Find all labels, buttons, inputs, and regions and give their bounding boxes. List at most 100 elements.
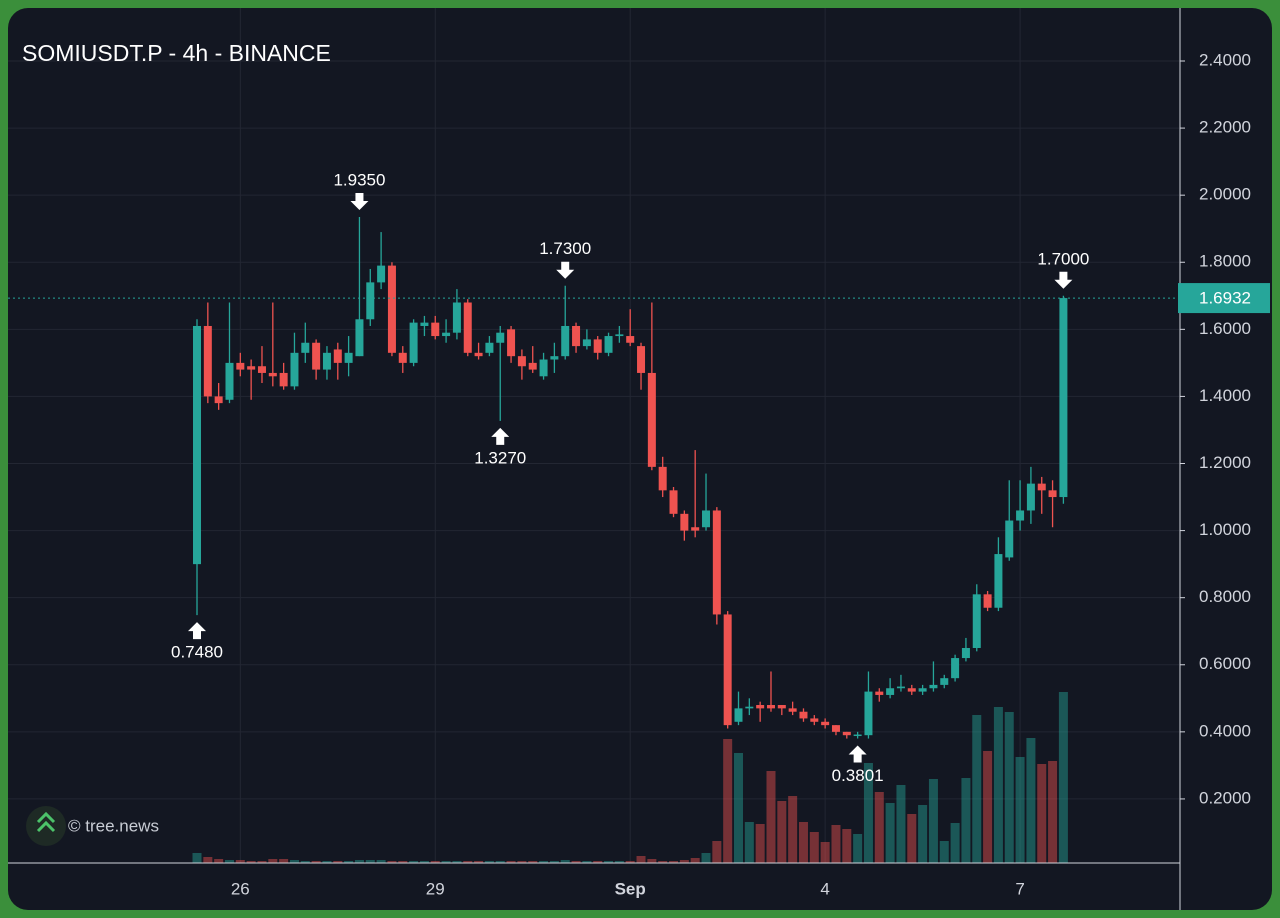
candle-body <box>236 362 245 370</box>
candle-body <box>247 366 256 370</box>
volume-bar <box>1015 757 1025 863</box>
last-price-label: 1.6932 <box>1199 289 1251 308</box>
volume-bar <box>539 861 549 863</box>
candle-body <box>712 510 721 615</box>
candle-body <box>821 721 830 726</box>
volume-bar <box>474 861 484 863</box>
volume-bar <box>604 861 614 863</box>
candle-body <box>972 594 981 648</box>
volume-bar <box>755 824 765 863</box>
volume-bar <box>549 861 559 863</box>
candle-body <box>1005 520 1014 558</box>
watermark: © tree.news <box>68 816 159 835</box>
annotation-arrow <box>188 622 206 640</box>
volume-bar <box>669 861 679 863</box>
volume-bar <box>1004 712 1014 863</box>
candle-body <box>831 725 840 732</box>
chart-title: SOMIUSDT.P - 4h - BINANCE <box>22 40 331 66</box>
candle-body <box>290 352 299 387</box>
volume-bar <box>268 859 278 863</box>
candle-body <box>766 705 775 709</box>
volume <box>192 692 1068 863</box>
volume-bar <box>257 861 267 863</box>
candle-body <box>1016 510 1025 521</box>
candle-body <box>647 372 656 467</box>
volume-bar <box>214 859 224 863</box>
volume-bar <box>712 841 722 863</box>
candle-body <box>257 366 266 373</box>
volume-bar <box>484 861 494 863</box>
last-price-box <box>1178 283 1270 314</box>
volume-bar <box>1058 692 1068 863</box>
candle-body <box>225 362 234 400</box>
candle-body <box>788 708 797 712</box>
volume-bar <box>409 861 419 863</box>
volume-bar <box>983 751 993 863</box>
volume-bar <box>820 842 830 863</box>
candle-body <box>279 372 288 387</box>
y-tick-label: 2.4000 <box>1199 50 1251 69</box>
candle-body <box>572 325 581 347</box>
candle-body <box>539 359 548 377</box>
volume-bar <box>777 801 787 863</box>
annotation-label: 1.7300 <box>539 239 591 258</box>
logo-mark <box>36 811 56 833</box>
candle-body <box>691 527 700 531</box>
candle-body <box>734 708 743 722</box>
y-tick-label: 1.0000 <box>1199 520 1251 539</box>
x-tick-label: Sep <box>615 879 646 898</box>
annotation-label: 0.3801 <box>832 766 884 785</box>
candle-body <box>420 322 429 326</box>
candle-body <box>333 349 342 363</box>
y-tick-label: 1.2000 <box>1199 453 1251 472</box>
volume-bar <box>853 834 863 863</box>
candle-body <box>669 490 678 514</box>
candle-body <box>507 329 516 357</box>
candle-body <box>322 352 331 370</box>
candle-body <box>452 302 461 333</box>
volume-bar <box>235 860 245 863</box>
volume-bar <box>430 861 440 863</box>
candle-body <box>626 336 635 343</box>
volume-bar <box>734 753 743 863</box>
volume-bar <box>831 825 841 863</box>
x-tick-label: 7 <box>1015 879 1024 898</box>
volume-bar <box>441 861 451 863</box>
candle-body <box>756 705 765 709</box>
volume-bar <box>907 814 917 863</box>
volume-bar <box>625 861 635 863</box>
volume-bar <box>798 822 808 863</box>
volume-bar <box>246 861 256 863</box>
volume-bar <box>939 841 949 863</box>
candle-body <box>442 332 451 337</box>
candle-body <box>615 334 624 337</box>
volume-bar <box>344 861 354 863</box>
x-tick-label: 29 <box>426 879 445 898</box>
candle-body <box>842 731 851 736</box>
candle-body <box>1026 483 1035 511</box>
annotation-arrow <box>848 745 867 763</box>
candle-body <box>561 325 570 357</box>
candle-body <box>723 614 732 726</box>
y-tick-label: 0.2000 <box>1199 788 1251 807</box>
volume-bar <box>203 857 213 863</box>
candle-body <box>496 332 505 343</box>
candle-body <box>929 684 938 689</box>
candle-body <box>658 466 667 491</box>
volume-bar <box>701 853 711 863</box>
y-tick-label: 2.0000 <box>1199 185 1251 204</box>
candle-body <box>680 513 689 531</box>
candle-body <box>940 678 949 685</box>
volume-bar <box>419 861 429 863</box>
y-tick-label: 0.6000 <box>1199 654 1251 673</box>
volume-bar <box>224 860 234 863</box>
candle-body <box>301 342 310 353</box>
candle-body <box>387 265 396 353</box>
volume-bar <box>723 739 733 863</box>
candle-body <box>983 594 992 608</box>
candle-body <box>203 325 212 397</box>
volume-bar <box>1048 761 1058 863</box>
candle-body <box>193 325 201 565</box>
